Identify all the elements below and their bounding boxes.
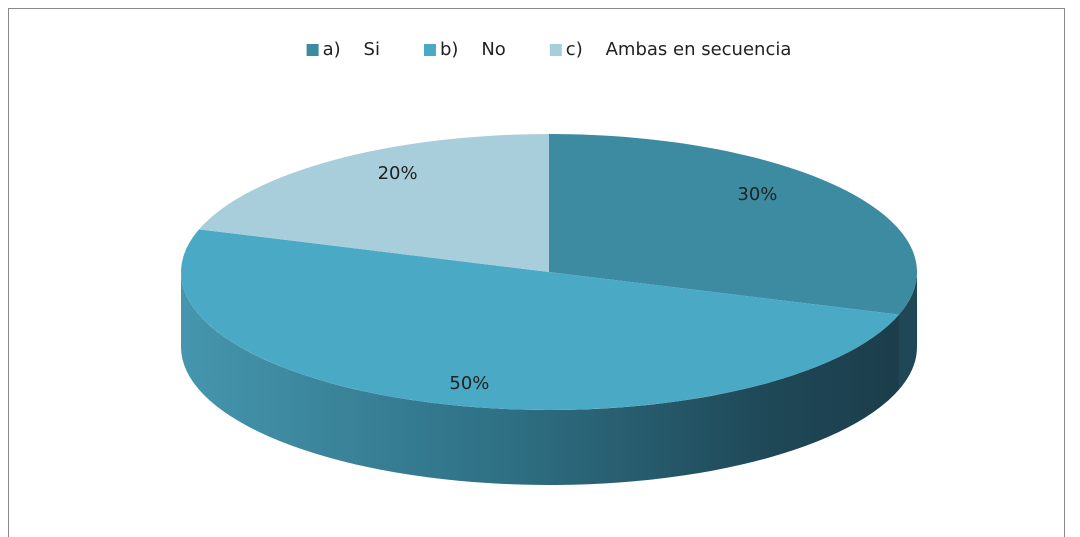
data-labels: 30% 50% 20%	[378, 163, 778, 394]
slice-side	[181, 272, 899, 485]
data-label: 30%	[737, 184, 777, 205]
legend-swatch	[549, 44, 562, 56]
pie-sides	[181, 272, 917, 485]
pie-slice	[199, 134, 549, 272]
slice-side	[898, 272, 917, 390]
legend-swatch	[306, 44, 319, 56]
data-label: 20%	[378, 163, 418, 184]
legend: a) Si b) No c) Ambas en secuencia	[306, 39, 792, 60]
pie-top	[181, 134, 917, 410]
legend-label: b) No	[440, 39, 506, 60]
legend-label: c) Ambas en secuencia	[566, 39, 792, 60]
legend-swatch	[423, 44, 436, 56]
pie-slice	[549, 134, 917, 315]
pie-slice	[181, 229, 899, 410]
legend-label: a) Si	[323, 39, 380, 60]
data-label: 50%	[449, 373, 489, 394]
